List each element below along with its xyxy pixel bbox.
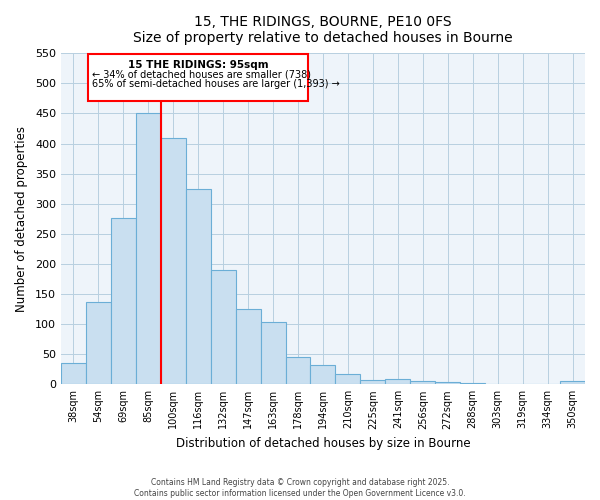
Bar: [435, 382, 460, 384]
Text: 65% of semi-detached houses are larger (1,393) →: 65% of semi-detached houses are larger (…: [92, 78, 340, 88]
Title: 15, THE RIDINGS, BOURNE, PE10 0FS
Size of property relative to detached houses i: 15, THE RIDINGS, BOURNE, PE10 0FS Size o…: [133, 15, 513, 45]
Bar: [161, 138, 186, 384]
Bar: [86, 302, 111, 384]
Text: 15 THE RIDINGS: 95sqm: 15 THE RIDINGS: 95sqm: [128, 60, 268, 70]
Y-axis label: Number of detached properties: Number of detached properties: [15, 126, 28, 312]
Bar: [460, 383, 485, 384]
Bar: [236, 309, 260, 384]
FancyBboxPatch shape: [88, 54, 308, 102]
Bar: [361, 380, 385, 384]
Bar: [211, 270, 236, 384]
Bar: [111, 218, 136, 384]
Bar: [335, 374, 361, 384]
Bar: [310, 365, 335, 384]
Bar: [136, 114, 161, 384]
Text: ← 34% of detached houses are smaller (738): ← 34% of detached houses are smaller (73…: [92, 70, 311, 80]
Text: Contains HM Land Registry data © Crown copyright and database right 2025.
Contai: Contains HM Land Registry data © Crown c…: [134, 478, 466, 498]
Bar: [61, 363, 86, 384]
Bar: [260, 322, 286, 384]
Bar: [410, 382, 435, 384]
X-axis label: Distribution of detached houses by size in Bourne: Distribution of detached houses by size …: [176, 437, 470, 450]
Bar: [385, 380, 410, 384]
Bar: [286, 356, 310, 384]
Bar: [560, 382, 585, 384]
Bar: [186, 188, 211, 384]
